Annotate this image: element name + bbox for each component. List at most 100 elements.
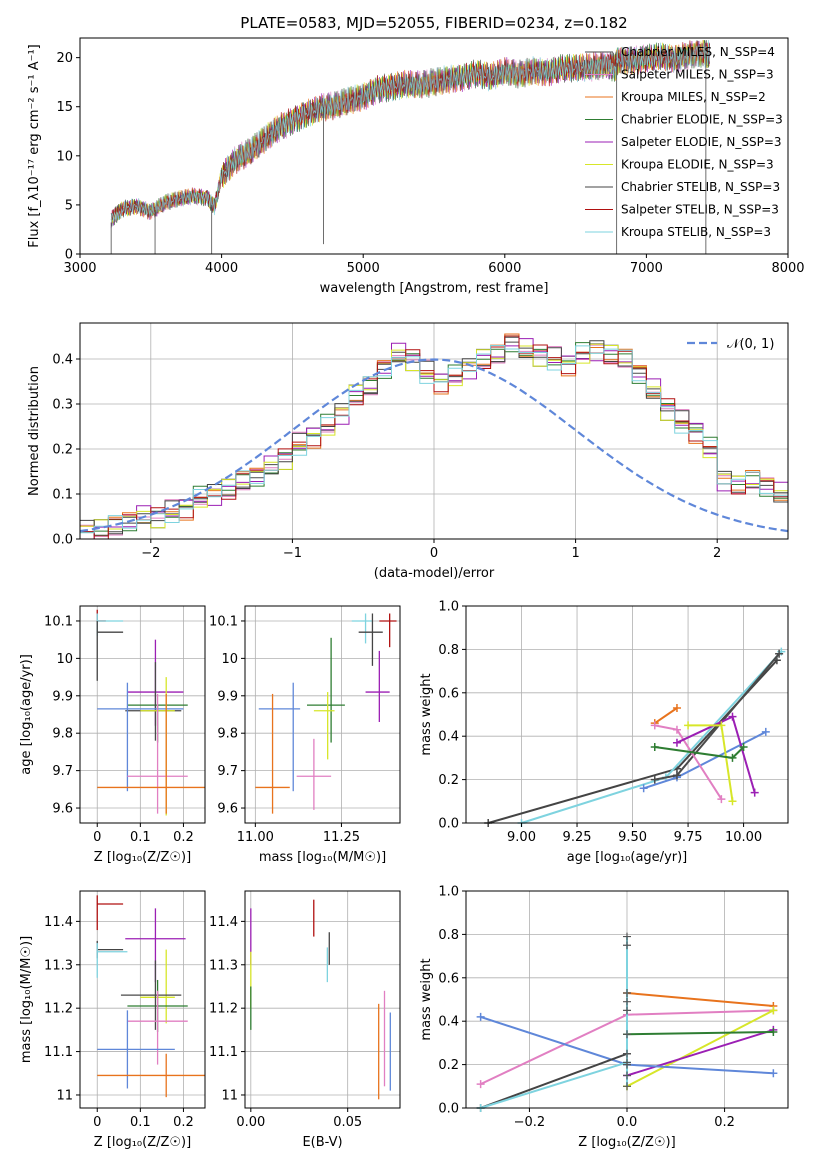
panel-age_vs_mass: 11.00 11.25 9.6 9.7 9.8 9.9 10 10.1 mass [log₁₀(… bbox=[209, 605, 401, 865]
stacked-marker bbox=[623, 1049, 631, 1058]
y-tick-label: 0.8 bbox=[438, 928, 459, 943]
weight-marker bbox=[650, 721, 659, 730]
y-tick-label: 0.2 bbox=[438, 1058, 459, 1073]
panel-residuals: −2 −1 0 1 2 0.0 0.1 0.2 0.3 0.4 (data-model)/error… bbox=[27, 322, 789, 581]
axes-frame bbox=[244, 605, 401, 824]
weight-marker bbox=[672, 771, 681, 780]
axes-frame bbox=[465, 890, 789, 1109]
x-tick-label: −1 bbox=[283, 546, 302, 561]
weight-marker bbox=[769, 1069, 778, 1078]
spectrum-line bbox=[110, 39, 710, 223]
x-tick-label: 11.25 bbox=[323, 830, 360, 845]
y-tick-label: 10.1 bbox=[44, 614, 73, 629]
weight-marker bbox=[650, 775, 659, 784]
y-tick-label: 9.6 bbox=[217, 802, 238, 817]
y-tick-label: 11 bbox=[221, 1088, 238, 1103]
axes-frame bbox=[79, 322, 789, 540]
x-tick-label: 9.50 bbox=[618, 830, 647, 845]
y-tick-label: 1.0 bbox=[438, 885, 459, 900]
legend: Chabrier MILES, N_SSP=4 Salpeter MILES, N… bbox=[585, 45, 783, 239]
figure-title: PLATE=0583, MJD=52055, FIBERID=0234, z=0… bbox=[240, 14, 627, 32]
x-tick-label: 0.00 bbox=[236, 1115, 265, 1130]
legend-entry: Salpeter STELIB, N_SSP=3 bbox=[621, 203, 779, 217]
legend-entry: Kroupa MILES, N_SSP=2 bbox=[621, 90, 766, 104]
weight-marker bbox=[739, 743, 748, 752]
x-tick-label: 0.1 bbox=[130, 1115, 151, 1130]
legend-entry: Chabrier STELIB, N_SSP=3 bbox=[621, 180, 780, 194]
weight-marker bbox=[761, 727, 770, 736]
y-tick-label: 5 bbox=[65, 198, 73, 213]
legend-entry: Chabrier MILES, N_SSP=4 bbox=[621, 45, 775, 59]
weight-marker bbox=[769, 1006, 778, 1015]
axes-frame bbox=[79, 37, 789, 255]
x-tick-label: 0.2 bbox=[714, 1115, 735, 1130]
y-tick-label: 10 bbox=[56, 149, 73, 164]
x-tick-label: 8000 bbox=[771, 261, 804, 276]
weight-marker bbox=[717, 795, 726, 804]
x-tick-label: 9.25 bbox=[563, 830, 592, 845]
weight-marker bbox=[728, 797, 737, 806]
y-tick-label: 0.6 bbox=[438, 971, 459, 986]
y-tick-label: 0.2 bbox=[438, 773, 459, 788]
y-tick-label: 0.3 bbox=[52, 398, 73, 413]
y-tick-label: 0.0 bbox=[52, 533, 73, 548]
weight-line bbox=[480, 1061, 628, 1109]
x-tick-label: 1 bbox=[571, 546, 579, 561]
y-tick-label: 15 bbox=[56, 100, 73, 115]
x-tick-label: 0 bbox=[93, 830, 101, 845]
y-tick-label: 9.6 bbox=[52, 802, 73, 817]
plot-area bbox=[250, 899, 391, 1100]
legend-entry: Salpeter MILES, N_SSP=3 bbox=[621, 68, 774, 82]
stacked-marker bbox=[623, 1082, 631, 1091]
panel-massweight_vs_age: 9.00 9.25 9.50 9.75 10.00 0.0 0.2 0.4 0.6 0.8 1.0 a… bbox=[419, 600, 789, 865]
stacked-marker bbox=[623, 1006, 631, 1015]
x-tick-label: 3000 bbox=[63, 261, 96, 276]
x-axis-label: Z [log₁₀(Z/Z☉)] bbox=[94, 1135, 191, 1150]
axes-frame bbox=[244, 890, 401, 1109]
stacked-marker bbox=[623, 1071, 631, 1080]
x-tick-label: 9.75 bbox=[674, 830, 703, 845]
weight-line bbox=[626, 1028, 774, 1077]
y-tick-label: 0 bbox=[65, 248, 73, 263]
y-axis-label: mass weight bbox=[419, 958, 434, 1040]
y-axis-label: mass weight bbox=[419, 673, 434, 755]
panel-spectrum: 3000 4000 5000 6000 7000 8000 0 5 10 15 20 waveleng… bbox=[27, 37, 805, 296]
y-tick-label: 0.0 bbox=[438, 1102, 459, 1117]
x-tick-label: −0.2 bbox=[514, 1115, 546, 1130]
y-tick-label: 11.4 bbox=[44, 915, 73, 930]
x-axis-label: E(B-V) bbox=[302, 1135, 342, 1150]
y-tick-label: 9.7 bbox=[217, 764, 238, 779]
plot-area bbox=[96, 895, 205, 1098]
x-tick-label: 0.05 bbox=[333, 1115, 362, 1130]
plot-area bbox=[484, 647, 786, 827]
x-tick-label: 10.00 bbox=[725, 830, 762, 845]
weight-marker bbox=[476, 1012, 485, 1021]
stacked-marker bbox=[623, 997, 631, 1006]
x-tick-label: 11.00 bbox=[237, 830, 274, 845]
y-tick-label: 9.8 bbox=[217, 727, 238, 742]
plot-area bbox=[79, 333, 789, 540]
y-tick-label: 0.4 bbox=[438, 730, 459, 745]
stacked-marker bbox=[623, 1030, 631, 1039]
y-tick-label: 11.2 bbox=[209, 1002, 238, 1017]
y-axis-label: mass [log₁₀(M/M☉)] bbox=[19, 936, 34, 1063]
y-tick-label: 0.4 bbox=[438, 1015, 459, 1030]
y-tick-label: 10 bbox=[56, 652, 73, 667]
y-tick-label: 10 bbox=[221, 652, 238, 667]
y-tick-label: 11.4 bbox=[209, 915, 238, 930]
y-tick-label: 11 bbox=[56, 1088, 73, 1103]
panel-mass_vs_Z: 0 0.1 0.2 11 11.1 11.2 11.3 11.4 Z [log₁₀(Z/Z☉)]… bbox=[19, 890, 206, 1150]
y-tick-label: 11.3 bbox=[209, 958, 238, 973]
x-axis-label: (data-model)/error bbox=[374, 566, 495, 581]
weight-marker bbox=[672, 725, 681, 734]
y-tick-label: 11.2 bbox=[44, 1002, 73, 1017]
weight-line bbox=[626, 992, 774, 1007]
x-tick-label: 4000 bbox=[205, 261, 238, 276]
plot-area bbox=[476, 932, 778, 1112]
plot-area bbox=[255, 613, 397, 814]
y-tick-label: 9.8 bbox=[52, 727, 73, 742]
weight-marker bbox=[728, 753, 737, 762]
weight-line bbox=[654, 653, 780, 781]
x-tick-label: −2 bbox=[141, 546, 160, 561]
y-tick-label: 0.1 bbox=[52, 488, 73, 503]
